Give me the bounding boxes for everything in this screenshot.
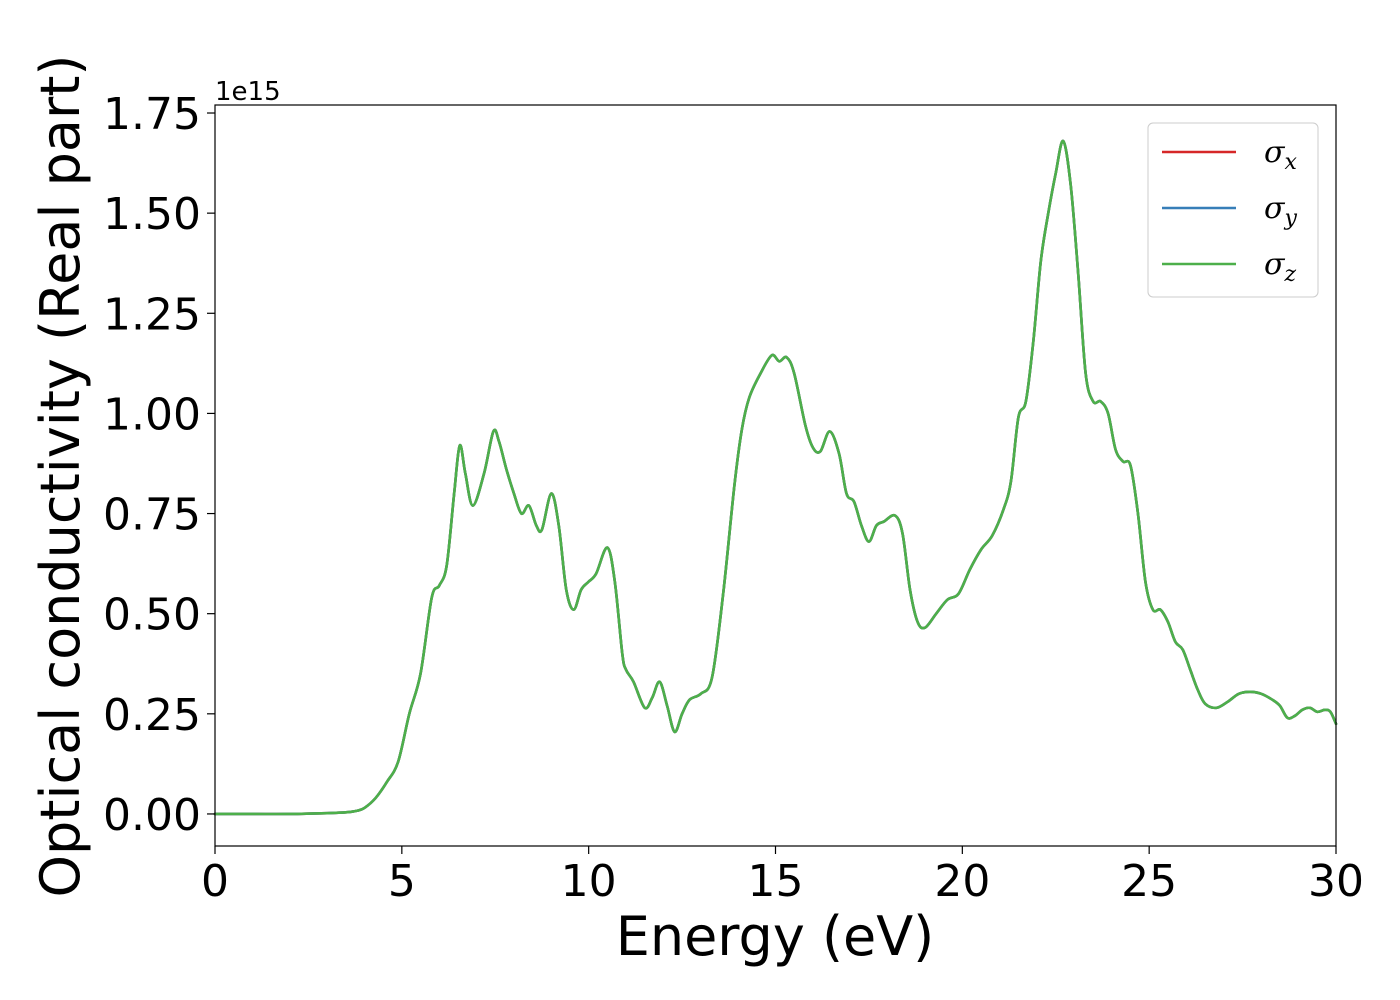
x-tick-label: 30 [1308, 856, 1364, 907]
legend-label-x: σx [1264, 135, 1297, 175]
y-tick-label: 0.00 [103, 790, 201, 841]
x-tick-label: 10 [561, 856, 617, 907]
legend-box [1147, 122, 1319, 298]
x-tick-label: 5 [388, 856, 416, 907]
plot-frame [214, 104, 1337, 847]
y-tick-label: 0.25 [103, 690, 201, 741]
x-tick-label: 25 [1121, 856, 1177, 907]
y-tick-label: 1.50 [103, 189, 201, 240]
y-tick-label: 1.00 [103, 389, 201, 440]
x-tick-label: 15 [748, 856, 804, 907]
y-axis-ticks: 0.00 0.25 0.50 0.75 1.00 1.25 1.50 1.75 [103, 89, 215, 841]
y-tick-label: 0.50 [103, 590, 201, 641]
y-tick-label: 0.75 [103, 490, 201, 541]
x-tick-label: 20 [934, 856, 990, 907]
y-tick-label: 1.75 [103, 89, 201, 140]
y-axis-label: Optical conductivity (Real part) [29, 55, 92, 898]
x-tick-label: 0 [201, 856, 229, 907]
series-lines [213, 139, 1338, 816]
y-offset-label: 1e15 [215, 77, 281, 107]
legend: σx σy σz [1147, 122, 1319, 298]
legend-label-y: σy [1264, 191, 1297, 231]
x-axis-label: Energy (eV) [616, 905, 935, 968]
legend-label-z: σz [1264, 247, 1296, 287]
x-axis-ticks: 0 5 10 15 20 25 30 [201, 846, 1364, 907]
y-tick-label: 1.25 [103, 289, 201, 340]
series-line-z [213, 139, 1338, 816]
